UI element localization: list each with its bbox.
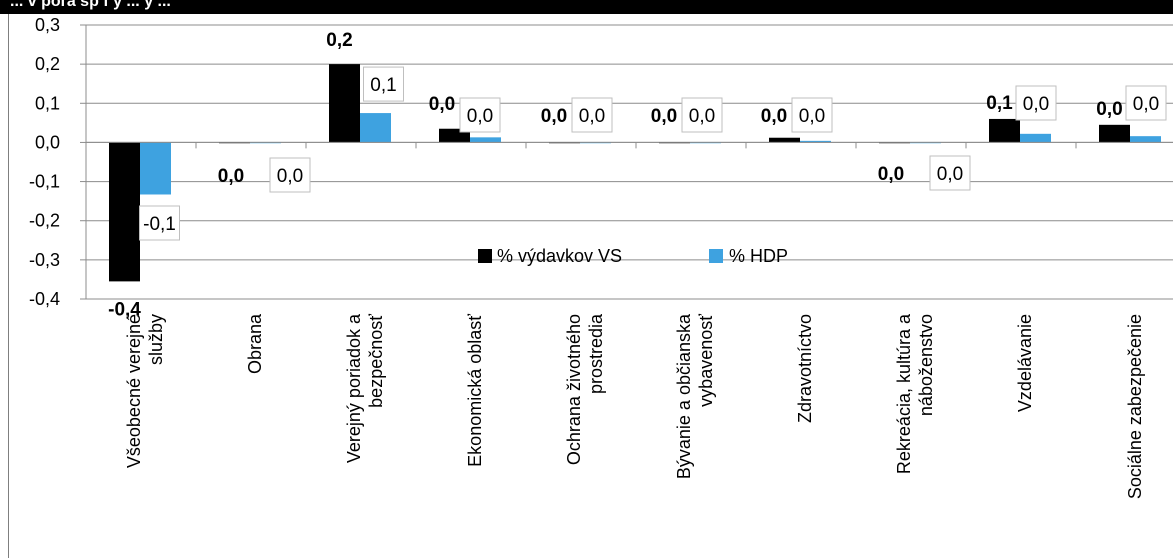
data-label-vydavky-vs: 0,0 (218, 166, 244, 187)
chart-title: ... v poľa sp f y ... y ... (10, 0, 171, 10)
data-label-box-hdp (681, 97, 723, 133)
data-label-vydavky-vs: 0,0 (429, 94, 455, 115)
bars (109, 64, 1161, 282)
y-tick-label: -0,2 (29, 211, 60, 231)
data-label-hdp: 0,0 (467, 106, 493, 127)
y-tick-label: 0,2 (35, 54, 60, 74)
legend-label-vydavky-vs: % výdavkov VS (497, 246, 622, 266)
bar-hdp (140, 142, 171, 195)
category-labels: Všeobecné verejné služby Obrana Verejný por… (124, 313, 1145, 499)
bar-hdp (1020, 133, 1051, 143)
data-label-hdp: 0,0 (937, 164, 963, 185)
data-label-hdp: 0,0 (1133, 94, 1159, 115)
data-label-vydavky-vs: 0,0 (761, 106, 787, 127)
category-label: Zdravotníctvo (795, 314, 815, 423)
category-label: Verejný poriadok a (344, 313, 364, 463)
data-labels: -0,4 -0,1 0,0 0,0 0,2 0,1 0,0 0,0 0,0 0,0 0,0 0,0 0,… (108, 30, 1167, 320)
y-tick-label: 0,3 (35, 15, 60, 35)
y-axis-ticks: 0,3 0,2 0,1 0,0 -0,1 -0,2 -0,3 -0,4 (29, 15, 60, 309)
category-label: Ochrana životného (564, 314, 584, 465)
bar-vydavky-vs (109, 142, 140, 282)
category-label: Obrana (245, 313, 265, 374)
data-label-hdp: 0,0 (799, 106, 825, 127)
data-label-box-hdp (571, 97, 613, 133)
category-label: služby (146, 314, 166, 365)
category-label: Ekonomická oblasť (465, 314, 485, 467)
y-tick-label: -0,1 (29, 172, 60, 192)
data-label-hdp: 0,1 (370, 75, 396, 96)
data-label-box-hdp (363, 66, 404, 102)
category-label: Vzdelávanie (1015, 314, 1035, 412)
data-label-hdp: 0,0 (1023, 94, 1049, 115)
data-label-box-hdp (139, 205, 180, 241)
data-label-vydavky-vs: 0,0 (1096, 99, 1122, 120)
data-label-hdp: 0,0 (277, 166, 303, 187)
bar-vydavky-vs (1099, 124, 1130, 143)
category-label: Rekreácia, kultúra a (894, 313, 914, 474)
data-label-box-hdp (791, 97, 833, 133)
category-label: Všeobecné verejné (124, 314, 144, 468)
data-label-vydavky-vs: 0,2 (326, 30, 352, 51)
data-label-hdp: -0,1 (143, 214, 176, 235)
legend-label-hdp: % HDP (729, 246, 788, 266)
y-tick-label: -0,3 (29, 250, 60, 270)
category-label: Sociálne zabezpečenie (1125, 314, 1145, 499)
data-label-box-hdp (929, 155, 971, 191)
bar-hdp (470, 137, 501, 143)
bar-vydavky-vs (989, 118, 1020, 143)
data-label-vydavky-vs: 0,1 (986, 93, 1013, 114)
data-label-hdp: 0,0 (689, 106, 715, 127)
data-label-hdp: 0,0 (579, 106, 605, 127)
gridlines (80, 24, 1173, 300)
data-label-vydavky-vs: -0,4 (108, 299, 141, 320)
category-label: Bývanie a občianska (674, 313, 694, 479)
legend: % výdavkov VS % HDP (478, 246, 788, 266)
data-label-box-hdp (459, 97, 501, 133)
bar-hdp (800, 140, 831, 143)
data-label-box-hdp (1015, 85, 1057, 121)
y-tick-label: -0,4 (29, 289, 60, 309)
y-tick-label: 0,1 (35, 93, 60, 113)
bar-vydavky-vs (329, 64, 360, 143)
data-label-box-hdp (269, 157, 311, 193)
legend-swatch-vydavky-vs (478, 249, 492, 263)
data-label-vydavky-vs: 0,0 (541, 106, 567, 127)
category-label: náboženstvo (916, 314, 936, 416)
legend-swatch-hdp (709, 249, 723, 263)
category-label: bezpečnosť (366, 314, 386, 408)
chart-left-border (0, 14, 9, 558)
data-label-box-hdp (1125, 85, 1167, 121)
x-axis (86, 141, 1173, 149)
bar-hdp (360, 113, 391, 143)
data-label-vydavky-vs: 0,0 (878, 164, 904, 185)
chart-title-bar: ... v poľa sp f y ... y ... (0, 0, 1173, 14)
data-label-vydavky-vs: 0,0 (651, 106, 677, 127)
category-label: prostredia (586, 313, 606, 394)
bar-hdp (1130, 136, 1161, 143)
category-label: vybavenosť (696, 314, 716, 407)
y-tick-label: 0,0 (35, 132, 60, 152)
bar-vydavky-vs (769, 137, 800, 143)
